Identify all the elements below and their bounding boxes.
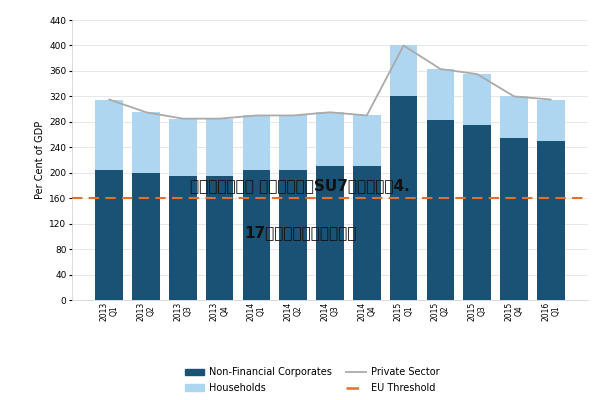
Bar: [390, 96, 418, 300]
Bar: [95, 100, 123, 170]
Bar: [242, 170, 270, 300]
Bar: [537, 141, 565, 300]
Bar: [95, 170, 123, 300]
Bar: [537, 100, 565, 141]
Bar: [427, 69, 454, 120]
Bar: [206, 119, 233, 176]
Bar: [390, 46, 418, 96]
Bar: [353, 116, 380, 166]
Bar: [500, 96, 528, 138]
Bar: [316, 166, 344, 300]
Bar: [463, 74, 491, 125]
Bar: [132, 173, 160, 300]
Bar: [500, 138, 528, 300]
Text: 可靠的炒股配资 恐怖的雷军：SU7每台毛利到4.: 可靠的炒股配资 恐怖的雷军：SU7每台毛利到4.: [190, 178, 410, 193]
Bar: [316, 112, 344, 166]
Bar: [427, 120, 454, 300]
Bar: [280, 170, 307, 300]
Bar: [242, 116, 270, 170]
Bar: [280, 116, 307, 170]
Bar: [132, 112, 160, 173]
Bar: [169, 176, 197, 300]
Bar: [463, 125, 491, 300]
Text: 17万，马上要扆交为盈了: 17万，马上要扆交为盈了: [244, 226, 356, 241]
Bar: [169, 119, 197, 176]
Bar: [206, 176, 233, 300]
Legend: Non-Financial Corporates, Households, Private Sector, EU Threshold: Non-Financial Corporates, Households, Pr…: [183, 366, 441, 395]
Bar: [353, 166, 380, 300]
Y-axis label: Per Cent of GDP: Per Cent of GDP: [35, 121, 45, 199]
